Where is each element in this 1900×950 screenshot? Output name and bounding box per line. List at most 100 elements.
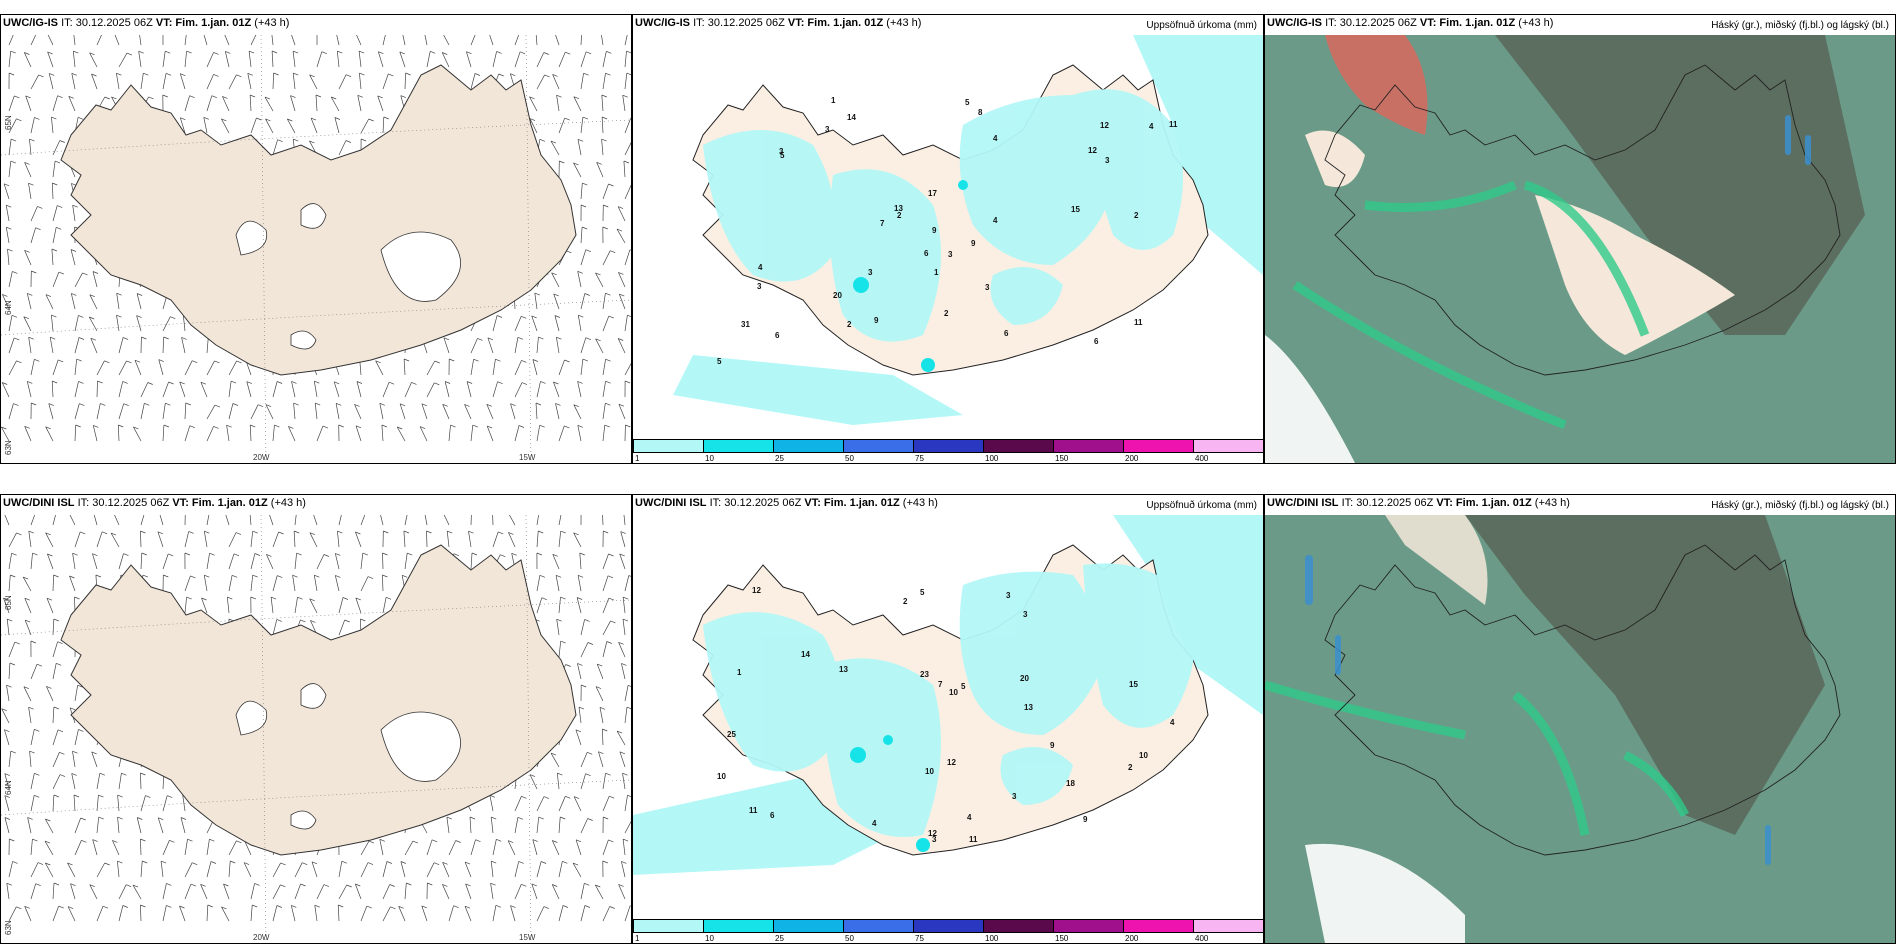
wind-barb: [334, 117, 340, 134]
wind-barb-flag: [430, 50, 436, 54]
wind-barb-flag: [116, 314, 122, 318]
wind-barb-flag: [72, 750, 78, 754]
wind-barb: [8, 553, 12, 570]
wind-barb: [70, 883, 76, 900]
wind-barb-flag: [246, 381, 252, 384]
wind-barb: [556, 619, 560, 636]
wind-barb: [470, 515, 472, 526]
wind-barb-flag: [271, 50, 278, 54]
wind-barb: [246, 381, 252, 398]
wind-barb-flag: [619, 751, 626, 755]
wind-barb: [578, 707, 582, 724]
wind-barb-flag: [608, 315, 614, 319]
init-time: IT: 30.12.2025 06Z: [709, 497, 802, 509]
wind-barb-flag: [529, 774, 536, 777]
wind-barb-flag: [32, 552, 38, 556]
wind-barb-flag: [572, 862, 579, 866]
wind-barb-flag: [368, 840, 375, 844]
wind-barb-flag: [619, 293, 625, 297]
wind-barb-flag: [464, 404, 470, 407]
wind-barb-flag: [508, 532, 514, 535]
wind-barb: [46, 686, 54, 702]
wind-barb-flag: [6, 684, 12, 688]
wind-barb: [30, 729, 35, 746]
wind-barb: [206, 74, 214, 90]
wind-barb-flag: [556, 94, 562, 98]
wind-barb-flag: [225, 51, 231, 54]
wind-barb: [510, 905, 516, 922]
precip-value-label: 1: [737, 668, 742, 677]
precip-value-label: 5: [961, 682, 966, 691]
precip-value-label: 10: [949, 688, 958, 697]
wind-barb: [316, 884, 325, 900]
wind-barb-flag: [477, 338, 483, 341]
wind-barb: [52, 729, 59, 746]
wind-barb: [250, 531, 254, 548]
precip-field-land: [703, 563, 1196, 837]
wind-barb: [466, 51, 472, 68]
wind-barb: [292, 73, 296, 90]
wind-barb: [577, 663, 582, 680]
wind-barb: [74, 381, 79, 398]
wind-barb: [272, 619, 278, 636]
colorbar-tick-label: 100: [985, 454, 999, 463]
wind-barb-flag: [562, 860, 568, 864]
wind-barb-flag: [406, 882, 412, 886]
wind-barb-flag: [627, 684, 631, 687]
wind-barb-flag: [232, 403, 239, 406]
wind-barb-flag: [53, 706, 60, 710]
precip-value-label: 13: [1024, 703, 1033, 712]
wind-barb: [338, 597, 344, 614]
wind-barb-flag: [23, 316, 29, 320]
wind-barb-flag: [538, 336, 544, 340]
wind-barb-flag: [623, 160, 630, 164]
wind-barb: [93, 515, 98, 526]
wind-barb-flag: [91, 751, 97, 755]
precip-value-label: 10: [925, 767, 934, 776]
wind-barb-flag: [475, 839, 481, 843]
wind-barb: [624, 795, 628, 812]
wind-barb-flag: [137, 817, 143, 820]
wind-barb: [140, 860, 143, 878]
wind-barb-flag: [605, 292, 611, 296]
wind-barb: [598, 751, 604, 768]
precip-value-label: 11: [1169, 120, 1178, 129]
iceland-outline: [1324, 64, 1841, 376]
precip-title: Uppsöfnuð úrkoma (mm): [1146, 500, 1257, 511]
wind-barb-flag: [236, 360, 242, 364]
wind-barb: [162, 905, 167, 922]
wind-barb-flag: [627, 794, 631, 797]
wind-barb-flag: [74, 596, 80, 600]
wind-barb: [136, 817, 142, 834]
wind-barb-flag: [221, 906, 227, 910]
wind-barb: [8, 161, 12, 178]
wind-map-panel-row1: UWC/IG-IS IT: 30.12.2025 06Z VT: Fim. 1.…: [0, 14, 632, 464]
wind-barb-flag: [620, 531, 626, 534]
wind-barb: [577, 425, 582, 442]
wind-barb-flag: [28, 182, 34, 186]
wind-barb: [71, 773, 76, 790]
wind-barb-flag: [497, 381, 503, 385]
wind-barb-flag: [59, 774, 66, 777]
wind-barb: [552, 74, 560, 90]
wind-barb-flag: [243, 862, 250, 865]
wind-barb-flag: [314, 380, 320, 384]
wind-barb-flag: [466, 51, 472, 55]
wind-barb-flag: [575, 729, 582, 733]
wind-barb-flag: [203, 116, 209, 120]
wind-barb-flag: [468, 530, 474, 534]
wind-barb-flag: [57, 95, 63, 99]
wind-barb: [72, 751, 76, 768]
wind-barb-flag: [496, 315, 503, 318]
wind-barb-flag: [2, 294, 8, 297]
wind-barb-flag: [382, 574, 388, 578]
colorbar-segment: [773, 439, 844, 453]
colorbar-segment: [1123, 919, 1194, 933]
wind-barb-flag: [16, 532, 22, 536]
wind-barb-flag: [449, 358, 455, 362]
wind-barb-flag: [400, 95, 406, 98]
wind-barb-flag: [101, 531, 108, 535]
wind-barb: [44, 818, 54, 834]
wind-barb: [577, 381, 582, 398]
